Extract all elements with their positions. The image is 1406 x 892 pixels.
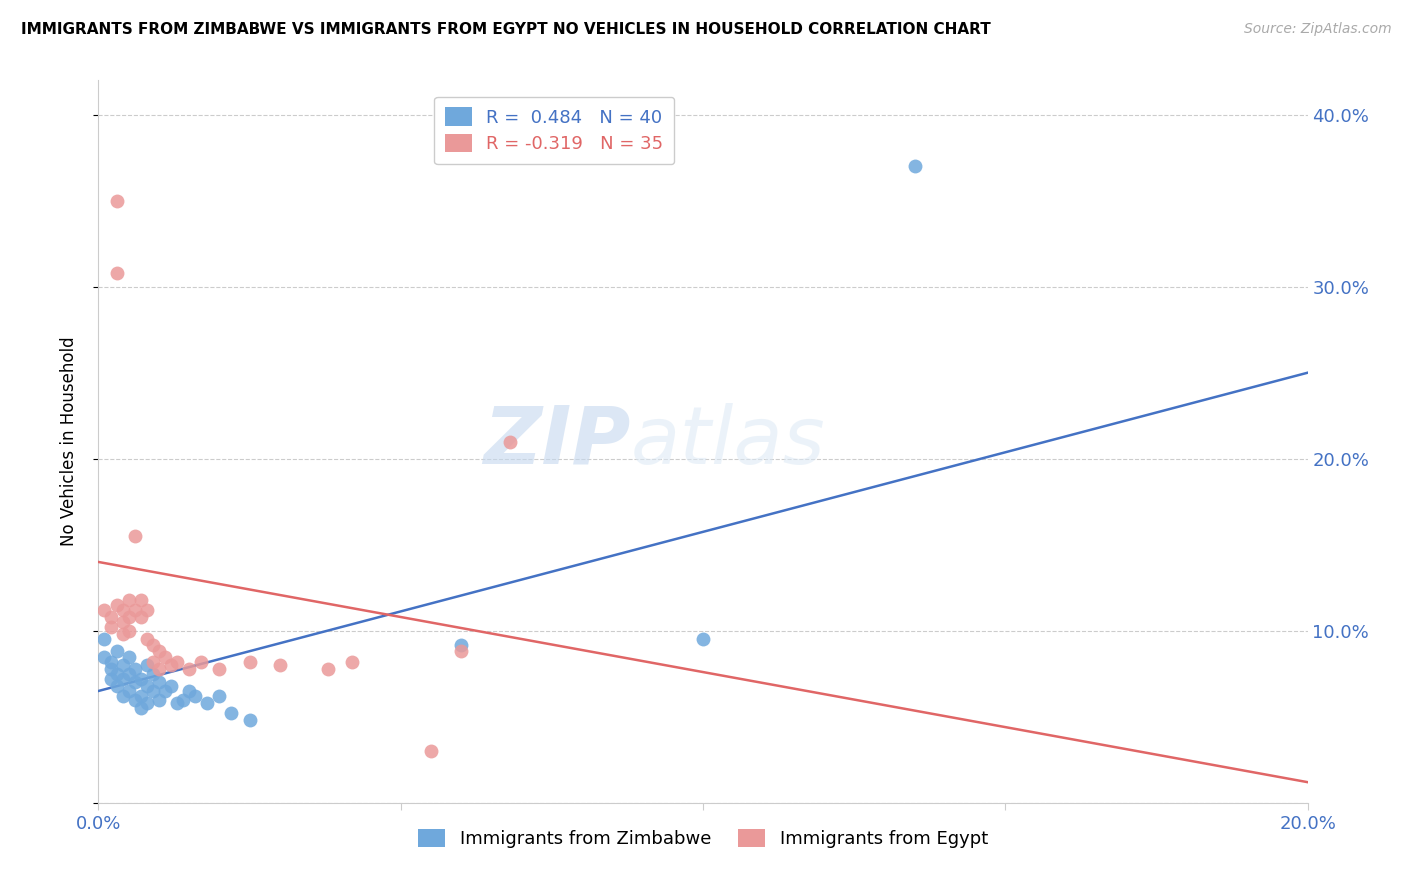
Text: IMMIGRANTS FROM ZIMBABWE VS IMMIGRANTS FROM EGYPT NO VEHICLES IN HOUSEHOLD CORRE: IMMIGRANTS FROM ZIMBABWE VS IMMIGRANTS F… bbox=[21, 22, 991, 37]
Point bbox=[111, 672, 134, 686]
Point bbox=[160, 679, 183, 693]
Point bbox=[153, 684, 176, 698]
Point bbox=[93, 603, 115, 617]
Point bbox=[142, 684, 165, 698]
Point bbox=[129, 610, 152, 624]
Point bbox=[692, 632, 714, 647]
Point bbox=[135, 603, 157, 617]
Point bbox=[148, 692, 170, 706]
Point bbox=[111, 615, 134, 630]
Point bbox=[100, 610, 122, 624]
Point bbox=[111, 658, 134, 673]
Point bbox=[100, 655, 122, 669]
Point bbox=[118, 624, 141, 638]
Point bbox=[105, 679, 128, 693]
Point bbox=[420, 744, 443, 758]
Point bbox=[166, 696, 188, 710]
Point bbox=[118, 649, 141, 664]
Point bbox=[179, 684, 201, 698]
Point bbox=[118, 684, 141, 698]
Point bbox=[124, 675, 146, 690]
Point bbox=[100, 620, 122, 634]
Point bbox=[135, 679, 157, 693]
Point bbox=[195, 696, 218, 710]
Point bbox=[239, 655, 262, 669]
Text: ZIP: ZIP bbox=[484, 402, 630, 481]
Point bbox=[179, 662, 201, 676]
Point bbox=[221, 706, 243, 721]
Point bbox=[148, 675, 170, 690]
Point bbox=[135, 658, 157, 673]
Point bbox=[498, 434, 520, 449]
Point bbox=[124, 603, 146, 617]
Point bbox=[105, 598, 128, 612]
Point bbox=[93, 649, 115, 664]
Point bbox=[124, 692, 146, 706]
Y-axis label: No Vehicles in Household: No Vehicles in Household bbox=[59, 336, 77, 547]
Point bbox=[316, 662, 339, 676]
Point bbox=[904, 159, 927, 173]
Point bbox=[342, 655, 364, 669]
Point bbox=[124, 529, 146, 543]
Point bbox=[100, 672, 122, 686]
Text: Source: ZipAtlas.com: Source: ZipAtlas.com bbox=[1244, 22, 1392, 37]
Point bbox=[129, 592, 152, 607]
Point bbox=[142, 666, 165, 681]
Point bbox=[239, 713, 262, 727]
Point bbox=[148, 644, 170, 658]
Legend: Immigrants from Zimbabwe, Immigrants from Egypt: Immigrants from Zimbabwe, Immigrants fro… bbox=[411, 822, 995, 855]
Point bbox=[129, 701, 152, 715]
Point bbox=[129, 689, 152, 703]
Point bbox=[124, 662, 146, 676]
Point bbox=[118, 610, 141, 624]
Point bbox=[153, 649, 176, 664]
Point bbox=[166, 655, 188, 669]
Point bbox=[184, 689, 207, 703]
Point bbox=[118, 666, 141, 681]
Point bbox=[208, 662, 231, 676]
Point bbox=[135, 632, 157, 647]
Point bbox=[450, 638, 472, 652]
Point bbox=[105, 644, 128, 658]
Text: atlas: atlas bbox=[630, 402, 825, 481]
Point bbox=[190, 655, 212, 669]
Point bbox=[93, 632, 115, 647]
Point bbox=[105, 666, 128, 681]
Point bbox=[111, 689, 134, 703]
Point bbox=[208, 689, 231, 703]
Point bbox=[105, 266, 128, 280]
Point bbox=[450, 644, 472, 658]
Point bbox=[160, 658, 183, 673]
Point bbox=[148, 662, 170, 676]
Point bbox=[100, 662, 122, 676]
Point bbox=[105, 194, 128, 208]
Point bbox=[111, 603, 134, 617]
Point bbox=[111, 627, 134, 641]
Point bbox=[135, 696, 157, 710]
Point bbox=[142, 638, 165, 652]
Point bbox=[118, 592, 141, 607]
Point bbox=[129, 672, 152, 686]
Point bbox=[269, 658, 291, 673]
Point bbox=[142, 655, 165, 669]
Point bbox=[172, 692, 194, 706]
